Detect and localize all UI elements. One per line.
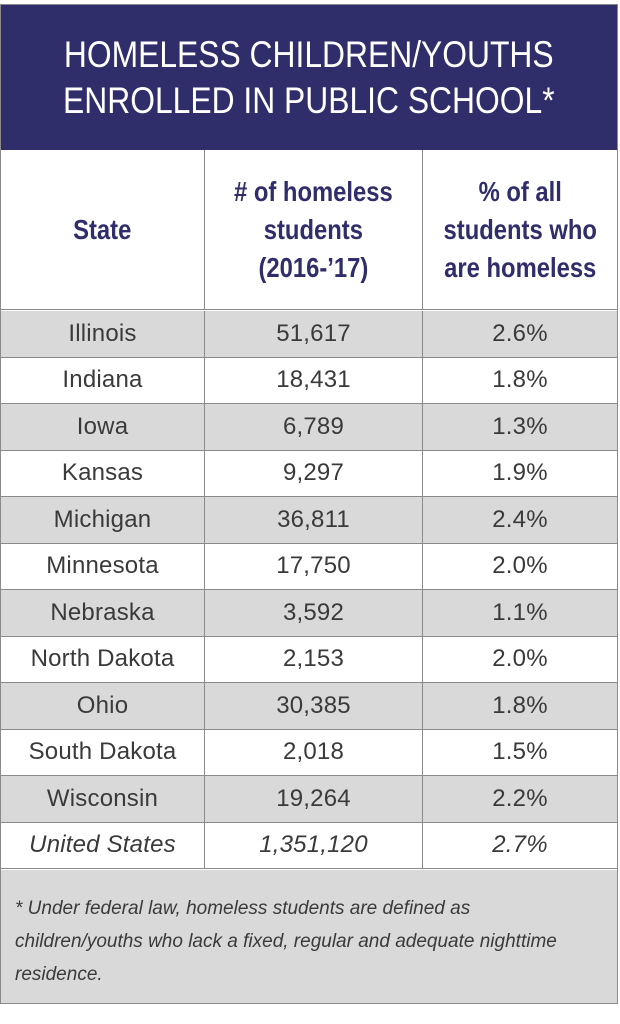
footnote: * Under federal law, homeless students a… xyxy=(1,870,617,1003)
table-row: Wisconsin 19,264 2.2% xyxy=(1,776,617,823)
cell-percent: 2.0% xyxy=(492,552,548,580)
cell-count: 30,385 xyxy=(205,683,423,729)
cell-state: Wisconsin xyxy=(1,776,205,822)
table-row: Kansas 9,297 1.9% xyxy=(1,450,617,497)
table-row: South Dakota 2,018 1.5% xyxy=(1,729,617,776)
cell-percent: 2.7% xyxy=(492,831,548,859)
cell-count: 17,750 xyxy=(205,543,423,589)
table-body: Illinois 51,617 2.6% Indiana 18,431 1.8% Iowa 6… xyxy=(1,311,617,869)
column-header-percent-label: % of all students who are homeless xyxy=(443,175,597,283)
table-card: HOMELESS CHILDREN/YOUTHS ENROLLED IN PUB… xyxy=(0,4,618,1004)
cell-count: 3,592 xyxy=(205,590,423,636)
table-row: Iowa 6,789 1.3% xyxy=(1,404,617,451)
cell-count: 19,264 xyxy=(205,776,423,822)
cell-count: 6,789 xyxy=(205,404,423,450)
cell-percent: 2.2% xyxy=(492,784,548,812)
column-header-count-label: # of homeless students (2016-’17) xyxy=(234,175,393,283)
cell-percent: 2.0% xyxy=(492,645,548,673)
cell-state: Kansas xyxy=(1,450,205,496)
cell-percent: 1.3% xyxy=(492,412,548,440)
title-line-1: HOMELESS CHILDREN/YOUTHS xyxy=(64,33,554,75)
table-row: Minnesota 17,750 2.0% xyxy=(1,543,617,590)
cell-state: Illinois xyxy=(1,311,205,357)
cell-count: 36,811 xyxy=(205,497,423,543)
cell-percent: 1.1% xyxy=(492,598,548,626)
cell-count: 9,297 xyxy=(205,450,423,496)
column-header-count: # of homeless students (2016-’17) xyxy=(205,150,423,309)
table-row-total: United States 1,351,120 2.7% xyxy=(1,822,617,869)
table-row: Michigan 36,811 2.4% xyxy=(1,497,617,544)
column-header-state: State xyxy=(1,150,205,309)
cell-percent: 1.8% xyxy=(492,366,548,394)
cell-state: Minnesota xyxy=(1,543,205,589)
cell-state: Nebraska xyxy=(1,590,205,636)
cell-percent: 2.4% xyxy=(492,505,548,533)
cell-state: Michigan xyxy=(1,497,205,543)
cell-percent: 1.5% xyxy=(492,738,548,766)
cell-count: 2,018 xyxy=(205,729,423,775)
table-row: North Dakota 2,153 2.0% xyxy=(1,636,617,683)
cell-count: 51,617 xyxy=(205,311,423,357)
cell-state: United States xyxy=(1,822,205,868)
table-row: Ohio 30,385 1.8% xyxy=(1,683,617,730)
column-header-state-label: State xyxy=(73,213,132,245)
column-header-percent: % of all students who are homeless xyxy=(423,150,617,309)
title-banner: HOMELESS CHILDREN/YOUTHS ENROLLED IN PUB… xyxy=(1,5,617,150)
table-row: Nebraska 3,592 1.1% xyxy=(1,590,617,637)
cell-state: South Dakota xyxy=(1,729,205,775)
cell-state: Ohio xyxy=(1,683,205,729)
cell-state: Iowa xyxy=(1,404,205,450)
cell-count: 2,153 xyxy=(205,636,423,682)
cell-state: North Dakota xyxy=(1,636,205,682)
cell-percent: 2.6% xyxy=(492,319,548,347)
cell-count: 1,351,120 xyxy=(205,822,423,868)
table-header-row: State # of homeless students (2016-’17) … xyxy=(1,150,617,310)
cell-percent: 1.8% xyxy=(492,691,548,719)
cell-count: 18,431 xyxy=(205,357,423,403)
title-line-2: ENROLLED IN PUBLIC SCHOOL* xyxy=(63,79,555,121)
cell-state: Indiana xyxy=(1,357,205,403)
table-row: Illinois 51,617 2.6% xyxy=(1,311,617,358)
cell-percent: 1.9% xyxy=(492,459,548,487)
table-row: Indiana 18,431 1.8% xyxy=(1,357,617,404)
